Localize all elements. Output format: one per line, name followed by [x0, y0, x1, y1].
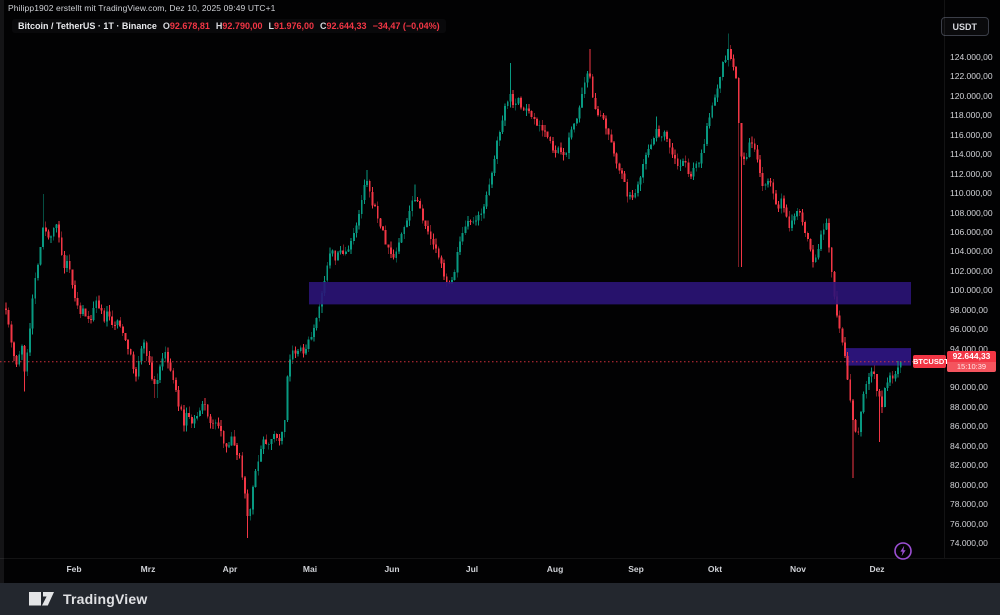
price-axis-label: 112.000,00: [950, 168, 992, 179]
symbol-title: Bitcoin / TetherUS · 1T · Binance: [18, 21, 157, 31]
tradingview-brand-text[interactable]: TradingView: [63, 591, 148, 607]
boost-badge[interactable]: [893, 541, 913, 561]
last-price-label: 92.644,33 15:10:39: [947, 351, 996, 373]
currency-toggle-button[interactable]: USDT: [940, 17, 989, 36]
time-axis-label: Nov: [789, 564, 807, 574]
price-axis-label: 84.000,00: [950, 440, 988, 451]
time-axis-label: Mrz: [140, 564, 156, 574]
price-axis-separator: [944, 0, 945, 558]
tradingview-logo-icon[interactable]: [28, 591, 55, 607]
high-value: 92.790,00: [222, 21, 263, 31]
price-axis-label: 102.000,00: [950, 265, 993, 276]
demand-zone[interactable]: [846, 348, 911, 366]
price-axis-label: 100.000,00: [950, 285, 993, 296]
price-axis-label: 76.000,00: [950, 518, 988, 529]
price-axis-label: 104.000,00: [950, 246, 993, 257]
symbol-price-tag: BTCUSDT: [913, 355, 949, 369]
footer-bar: TradingView: [0, 583, 1000, 615]
price-axis-label: 108.000,00: [950, 207, 993, 218]
supply-zone[interactable]: [309, 282, 911, 305]
price-axis-label: 106.000,00: [950, 226, 993, 237]
time-axis-label: Mai: [302, 564, 318, 574]
time-axis-label: Apr: [222, 564, 238, 574]
price-axis-label: 86.000,00: [950, 421, 988, 432]
price-axis-label: 74.000,00: [950, 538, 988, 548]
price-axis-label: 88.000,00: [950, 401, 988, 412]
time-axis-label: Sep: [628, 564, 644, 574]
time-axis-label: Jun: [384, 564, 400, 574]
price-axis-label: 114.000,00: [950, 149, 992, 160]
demand-zone-lower[interactable]: [846, 348, 911, 366]
price-axis-label: 110.000,00: [950, 188, 992, 199]
left-edge-strip: [0, 0, 4, 583]
bar-countdown: 15:10:39: [947, 362, 996, 373]
symbol-legend[interactable]: Bitcoin / TetherUS · 1T · Binance O92.678…: [12, 19, 446, 33]
price-axis-label: 90.000,00: [950, 382, 988, 393]
change-value: −34,47 (−0,04%): [372, 21, 440, 31]
high-label: H: [215, 21, 223, 31]
time-axis-label: Feb: [66, 564, 82, 574]
attribution-text: Philipp1902 erstellt mit TradingView.com…: [8, 3, 276, 13]
price-axis-label: 78.000,00: [950, 499, 988, 510]
close-value: 92.644,33: [326, 21, 367, 31]
price-axis-label: 122.000,00: [950, 71, 993, 82]
candles: [5, 33, 902, 539]
lightning-icon: [894, 542, 912, 560]
time-axis-label: Aug: [546, 564, 564, 574]
time-axis-label: Okt: [707, 564, 723, 574]
price-axis-label: 80.000,00: [950, 479, 988, 490]
low-label: L: [268, 21, 274, 31]
price-axis-label: 82.000,00: [950, 460, 988, 471]
time-axis-label: Jul: [465, 564, 479, 574]
open-value: 92.678,81: [169, 21, 210, 31]
low-value: 91.976,00: [273, 21, 315, 31]
price-axis-label: 96.000,00: [950, 324, 988, 335]
supply-zone-upper[interactable]: [309, 282, 911, 305]
time-axis-separator: [0, 558, 1000, 559]
price-axis-label: 124.000,00: [950, 52, 993, 62]
price-axis-label: 118.000,00: [950, 110, 992, 121]
time-axis-label: Dez: [869, 564, 885, 574]
close-label: C: [320, 21, 327, 31]
price-axis-label: 98.000,00: [950, 304, 988, 315]
price-axis-label: 120.000,00: [950, 90, 993, 101]
price-axis-label: 94.000,00: [950, 343, 988, 354]
last-price-value: 92.644,33: [947, 351, 996, 363]
price-axis-label: 116.000,00: [950, 129, 992, 140]
open-label: O: [162, 21, 170, 31]
